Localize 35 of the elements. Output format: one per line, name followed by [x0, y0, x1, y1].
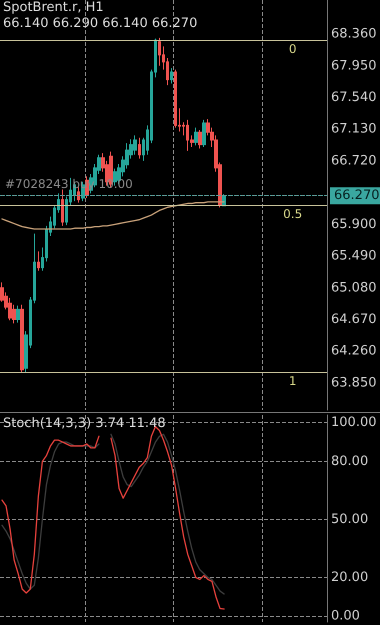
chart-title: SpotBrent.r, H1 — [3, 0, 104, 15]
y-tick-label: 65.080 — [331, 280, 376, 296]
y-tick-label: 68.360 — [331, 26, 376, 42]
ref-line-label: 66.270 — [334, 188, 380, 204]
y-tick-label: 50.00 — [331, 512, 368, 527]
y-tick-label: 65.900 — [331, 216, 376, 232]
candlestick — [138, 137, 141, 160]
y-tick-label: 100.00 — [331, 415, 376, 430]
y-tick-label: 66.720 — [331, 153, 376, 168]
candlestick — [170, 68, 173, 84]
y-tick-label: 67.540 — [331, 90, 376, 105]
text: 66.140 66.290 66.140 66.270 — [3, 16, 198, 31]
line-series — [1, 201, 225, 230]
candlestick — [194, 127, 198, 146]
annotation: 1 — [288, 374, 297, 388]
annotation: 0.5 — [283, 207, 302, 221]
candlestick — [158, 37, 161, 66]
y-tick-label: 20.00 — [331, 570, 368, 586]
y-tick-label: 65.490 — [331, 248, 376, 264]
y-tick-label: 0.00 — [331, 608, 360, 624]
candlestick — [20, 304, 24, 373]
annotation: 0 — [288, 42, 297, 56]
candlestick — [133, 134, 137, 156]
candlestick — [202, 119, 206, 148]
y-tick-label: 64.260 — [331, 344, 376, 359]
y-tick-label: 63.850 — [331, 375, 376, 390]
y-tick-label: 80.00 — [331, 454, 368, 469]
y-tick-label: 64.670 — [331, 312, 376, 327]
y-tick-label: 67.950 — [331, 58, 376, 74]
candlestick — [198, 129, 202, 150]
candlestick — [16, 305, 20, 324]
candlestick — [174, 69, 177, 128]
y-tick-label: 67.130 — [331, 122, 376, 137]
candlestick — [37, 250, 40, 272]
candlestick — [61, 189, 64, 226]
